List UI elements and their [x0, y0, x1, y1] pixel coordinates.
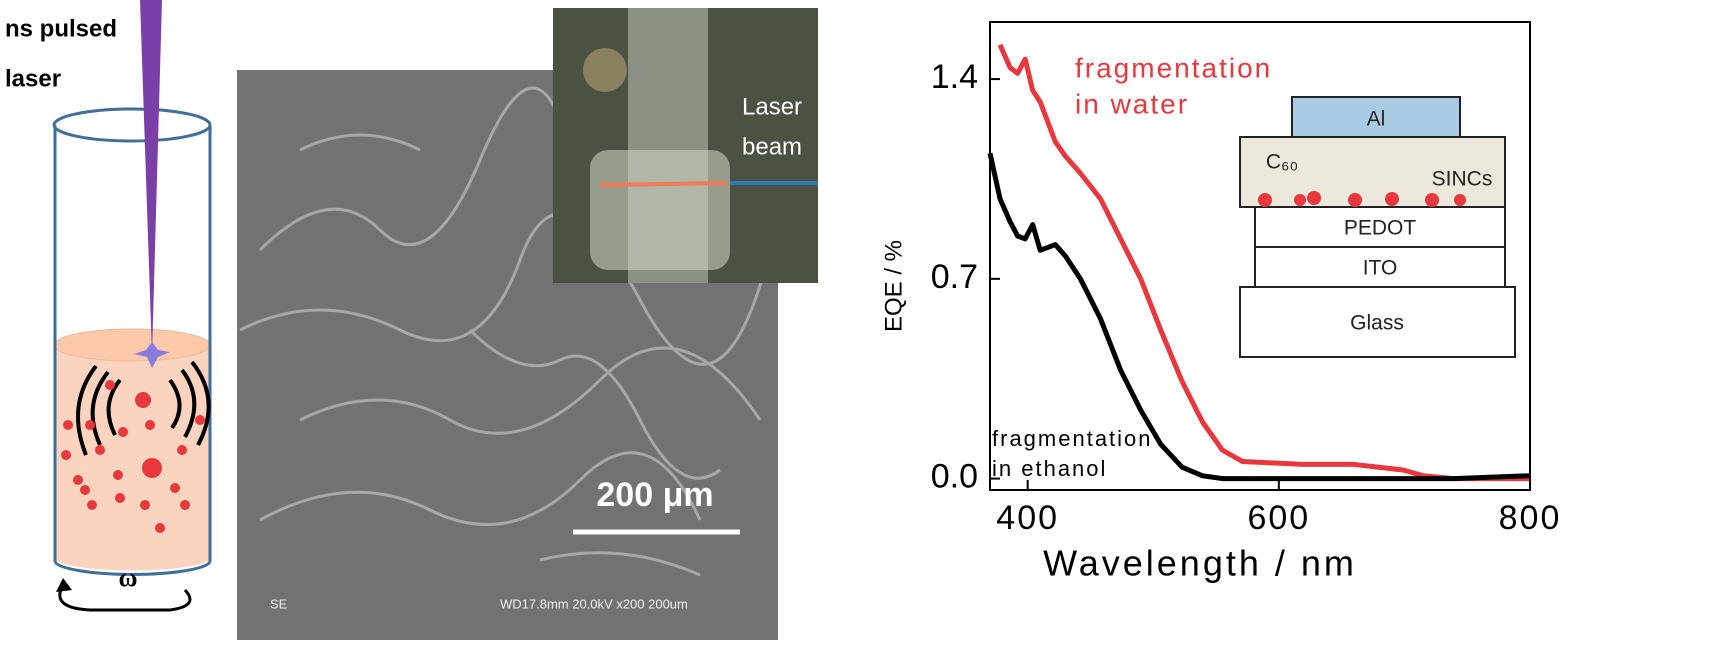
laser-label: ns pulsed — [5, 15, 117, 42]
inset-label: Laser — [742, 93, 802, 120]
setup: ns pulsed laser ω — [5, 0, 210, 610]
y-tick-label: 0.7 — [931, 258, 978, 296]
rotation-label: ω — [118, 563, 137, 592]
figure: ns pulsed laser ω 200 μm SE WD17.8mm 20.… — [0, 0, 1726, 649]
sem-image: 200 μm SE WD17.8mm 20.0kV x200 200um Las… — [237, 8, 818, 640]
laser-beam — [140, 0, 162, 355]
scale-label: 200 μm — [596, 476, 713, 514]
layer-label: PEDOT — [1344, 217, 1417, 240]
sem-footer: WD17.8mm 20.0kV x200 200um — [500, 596, 688, 611]
x-tick-label: 400 — [996, 499, 1059, 537]
layer-label: Al — [1367, 108, 1386, 131]
vial-glass — [628, 8, 708, 283]
c60-label: C₆₀ — [1266, 151, 1298, 174]
inset-label: beam — [742, 133, 802, 160]
vial-top — [54, 109, 210, 141]
x-axis-label: Wavelength / nm — [1043, 543, 1357, 584]
arrow-head — [56, 578, 72, 592]
photo-object — [583, 48, 627, 92]
annotation: in ethanol — [992, 456, 1107, 481]
annotation: fragmentation — [992, 426, 1153, 451]
layer-label: ITO — [1363, 257, 1398, 280]
y-tick-label: 1.4 — [931, 58, 978, 96]
y-axis-label: EQE / % — [880, 240, 907, 332]
device: Al PEDOT ITO Glass C₆₀ SINCs — [1240, 97, 1515, 357]
laser-trace — [600, 183, 728, 185]
annotation: in water — [1075, 88, 1189, 119]
y-tick-label: 0.0 — [931, 458, 978, 496]
liquid-surface — [54, 329, 210, 361]
annotation: fragmentation — [1075, 52, 1272, 83]
x-tick-label: 800 — [1499, 499, 1562, 537]
layer-label: Glass — [1350, 312, 1404, 335]
laser-label: laser — [5, 65, 61, 92]
sem-footer: SE — [270, 596, 288, 611]
x-tick-label: 600 — [1247, 499, 1310, 537]
sincs-label: SINCs — [1432, 168, 1493, 191]
